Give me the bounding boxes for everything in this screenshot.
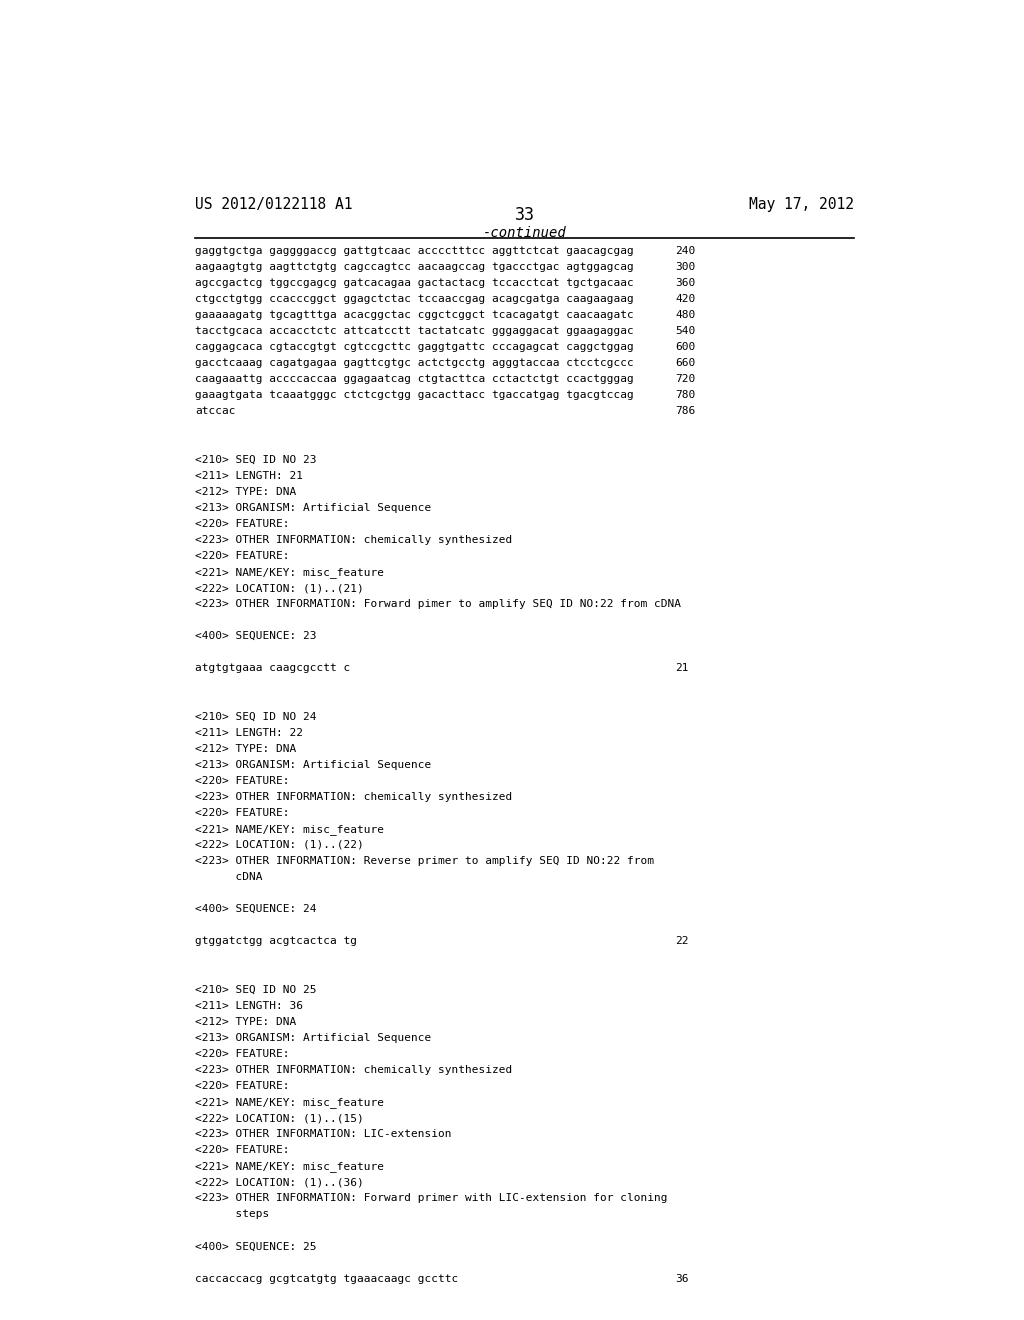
Text: 21: 21 <box>676 664 689 673</box>
Text: tacctgcaca accacctctc attcatcctt tactatcatc gggaggacat ggaagaggac: tacctgcaca accacctctc attcatcctt tactatc… <box>196 326 634 337</box>
Text: cDNA: cDNA <box>196 873 263 882</box>
Text: 420: 420 <box>676 294 696 304</box>
Text: 22: 22 <box>676 936 689 946</box>
Text: <222> LOCATION: (1)..(21): <222> LOCATION: (1)..(21) <box>196 583 365 593</box>
Text: atgtgtgaaa caagcgcctt c: atgtgtgaaa caagcgcctt c <box>196 664 350 673</box>
Text: <222> LOCATION: (1)..(22): <222> LOCATION: (1)..(22) <box>196 840 365 850</box>
Text: caggagcaca cgtaccgtgt cgtccgcttc gaggtgattc cccagagcat caggctggag: caggagcaca cgtaccgtgt cgtccgcttc gaggtga… <box>196 342 634 352</box>
Text: <221> NAME/KEY: misc_feature: <221> NAME/KEY: misc_feature <box>196 824 384 834</box>
Text: 300: 300 <box>676 261 696 272</box>
Text: <223> OTHER INFORMATION: LIC-extension: <223> OTHER INFORMATION: LIC-extension <box>196 1129 452 1139</box>
Text: <220> FEATURE:: <220> FEATURE: <box>196 1049 290 1059</box>
Text: 540: 540 <box>676 326 696 337</box>
Text: <220> FEATURE:: <220> FEATURE: <box>196 1081 290 1090</box>
Text: 780: 780 <box>676 391 696 400</box>
Text: gaaaaagatg tgcagtttga acacggctac cggctcggct tcacagatgt caacaagatc: gaaaaagatg tgcagtttga acacggctac cggctcg… <box>196 310 634 319</box>
Text: atccac: atccac <box>196 407 236 416</box>
Text: 36: 36 <box>676 1274 689 1283</box>
Text: caccaccacg gcgtcatgtg tgaaacaagc gccttc: caccaccacg gcgtcatgtg tgaaacaagc gccttc <box>196 1274 459 1283</box>
Text: gaaagtgata tcaaatgggc ctctcgctgg gacacttacc tgaccatgag tgacgtccag: gaaagtgata tcaaatgggc ctctcgctgg gacactt… <box>196 391 634 400</box>
Text: 240: 240 <box>676 246 696 256</box>
Text: <400> SEQUENCE: 23: <400> SEQUENCE: 23 <box>196 631 317 642</box>
Text: steps: steps <box>196 1209 269 1220</box>
Text: May 17, 2012: May 17, 2012 <box>750 197 854 213</box>
Text: <213> ORGANISM: Artificial Sequence: <213> ORGANISM: Artificial Sequence <box>196 503 432 512</box>
Text: <210> SEQ ID NO 23: <210> SEQ ID NO 23 <box>196 454 317 465</box>
Text: <221> NAME/KEY: misc_feature: <221> NAME/KEY: misc_feature <box>196 1097 384 1107</box>
Text: <212> TYPE: DNA: <212> TYPE: DNA <box>196 487 297 496</box>
Text: agccgactcg tggccgagcg gatcacagaa gactactacg tccacctcat tgctgacaac: agccgactcg tggccgagcg gatcacagaa gactact… <box>196 279 634 288</box>
Text: 33: 33 <box>515 206 535 224</box>
Text: 360: 360 <box>676 279 696 288</box>
Text: ctgcctgtgg ccacccggct ggagctctac tccaaccgag acagcgatga caagaagaag: ctgcctgtgg ccacccggct ggagctctac tccaacc… <box>196 294 634 304</box>
Text: <211> LENGTH: 22: <211> LENGTH: 22 <box>196 727 303 738</box>
Text: <223> OTHER INFORMATION: chemically synthesized: <223> OTHER INFORMATION: chemically synt… <box>196 1065 513 1074</box>
Text: <210> SEQ ID NO 24: <210> SEQ ID NO 24 <box>196 711 317 722</box>
Text: <223> OTHER INFORMATION: chemically synthesized: <223> OTHER INFORMATION: chemically synt… <box>196 535 513 545</box>
Text: <223> OTHER INFORMATION: Reverse primer to amplify SEQ ID NO:22 from: <223> OTHER INFORMATION: Reverse primer … <box>196 857 654 866</box>
Text: <213> ORGANISM: Artificial Sequence: <213> ORGANISM: Artificial Sequence <box>196 1032 432 1043</box>
Text: <210> SEQ ID NO 25: <210> SEQ ID NO 25 <box>196 985 317 994</box>
Text: gacctcaaag cagatgagaa gagttcgtgc actctgcctg agggtaccaa ctcctcgccc: gacctcaaag cagatgagaa gagttcgtgc actctgc… <box>196 358 634 368</box>
Text: <221> NAME/KEY: misc_feature: <221> NAME/KEY: misc_feature <box>196 568 384 578</box>
Text: <400> SEQUENCE: 24: <400> SEQUENCE: 24 <box>196 904 317 915</box>
Text: <220> FEATURE:: <220> FEATURE: <box>196 1146 290 1155</box>
Text: 660: 660 <box>676 358 696 368</box>
Text: gtggatctgg acgtcactca tg: gtggatctgg acgtcactca tg <box>196 936 357 946</box>
Text: caagaaattg accccaccaa ggagaatcag ctgtacttca cctactctgt ccactgggag: caagaaattg accccaccaa ggagaatcag ctgtact… <box>196 375 634 384</box>
Text: <221> NAME/KEY: misc_feature: <221> NAME/KEY: misc_feature <box>196 1162 384 1172</box>
Text: US 2012/0122118 A1: US 2012/0122118 A1 <box>196 197 353 213</box>
Text: <222> LOCATION: (1)..(15): <222> LOCATION: (1)..(15) <box>196 1113 365 1123</box>
Text: <220> FEATURE:: <220> FEATURE: <box>196 776 290 785</box>
Text: <213> ORGANISM: Artificial Sequence: <213> ORGANISM: Artificial Sequence <box>196 760 432 770</box>
Text: <223> OTHER INFORMATION: chemically synthesized: <223> OTHER INFORMATION: chemically synt… <box>196 792 513 801</box>
Text: <211> LENGTH: 21: <211> LENGTH: 21 <box>196 471 303 480</box>
Text: gaggtgctga gaggggaccg gattgtcaac acccctttcc aggttctcat gaacagcgag: gaggtgctga gaggggaccg gattgtcaac acccctt… <box>196 246 634 256</box>
Text: <222> LOCATION: (1)..(36): <222> LOCATION: (1)..(36) <box>196 1177 365 1187</box>
Text: <400> SEQUENCE: 25: <400> SEQUENCE: 25 <box>196 1242 317 1251</box>
Text: -continued: -continued <box>483 227 566 240</box>
Text: <220> FEATURE:: <220> FEATURE: <box>196 519 290 529</box>
Text: <211> LENGTH: 36: <211> LENGTH: 36 <box>196 1001 303 1011</box>
Text: 600: 600 <box>676 342 696 352</box>
Text: 480: 480 <box>676 310 696 319</box>
Text: <223> OTHER INFORMATION: Forward primer with LIC-extension for cloning: <223> OTHER INFORMATION: Forward primer … <box>196 1193 668 1204</box>
Text: 720: 720 <box>676 375 696 384</box>
Text: <220> FEATURE:: <220> FEATURE: <box>196 808 290 818</box>
Text: <212> TYPE: DNA: <212> TYPE: DNA <box>196 743 297 754</box>
Text: <212> TYPE: DNA: <212> TYPE: DNA <box>196 1016 297 1027</box>
Text: <220> FEATURE:: <220> FEATURE: <box>196 550 290 561</box>
Text: 786: 786 <box>676 407 696 416</box>
Text: aagaagtgtg aagttctgtg cagccagtcc aacaagccag tgaccctgac agtggagcag: aagaagtgtg aagttctgtg cagccagtcc aacaagc… <box>196 261 634 272</box>
Text: <223> OTHER INFORMATION: Forward pimer to amplify SEQ ID NO:22 from cDNA: <223> OTHER INFORMATION: Forward pimer t… <box>196 599 681 609</box>
